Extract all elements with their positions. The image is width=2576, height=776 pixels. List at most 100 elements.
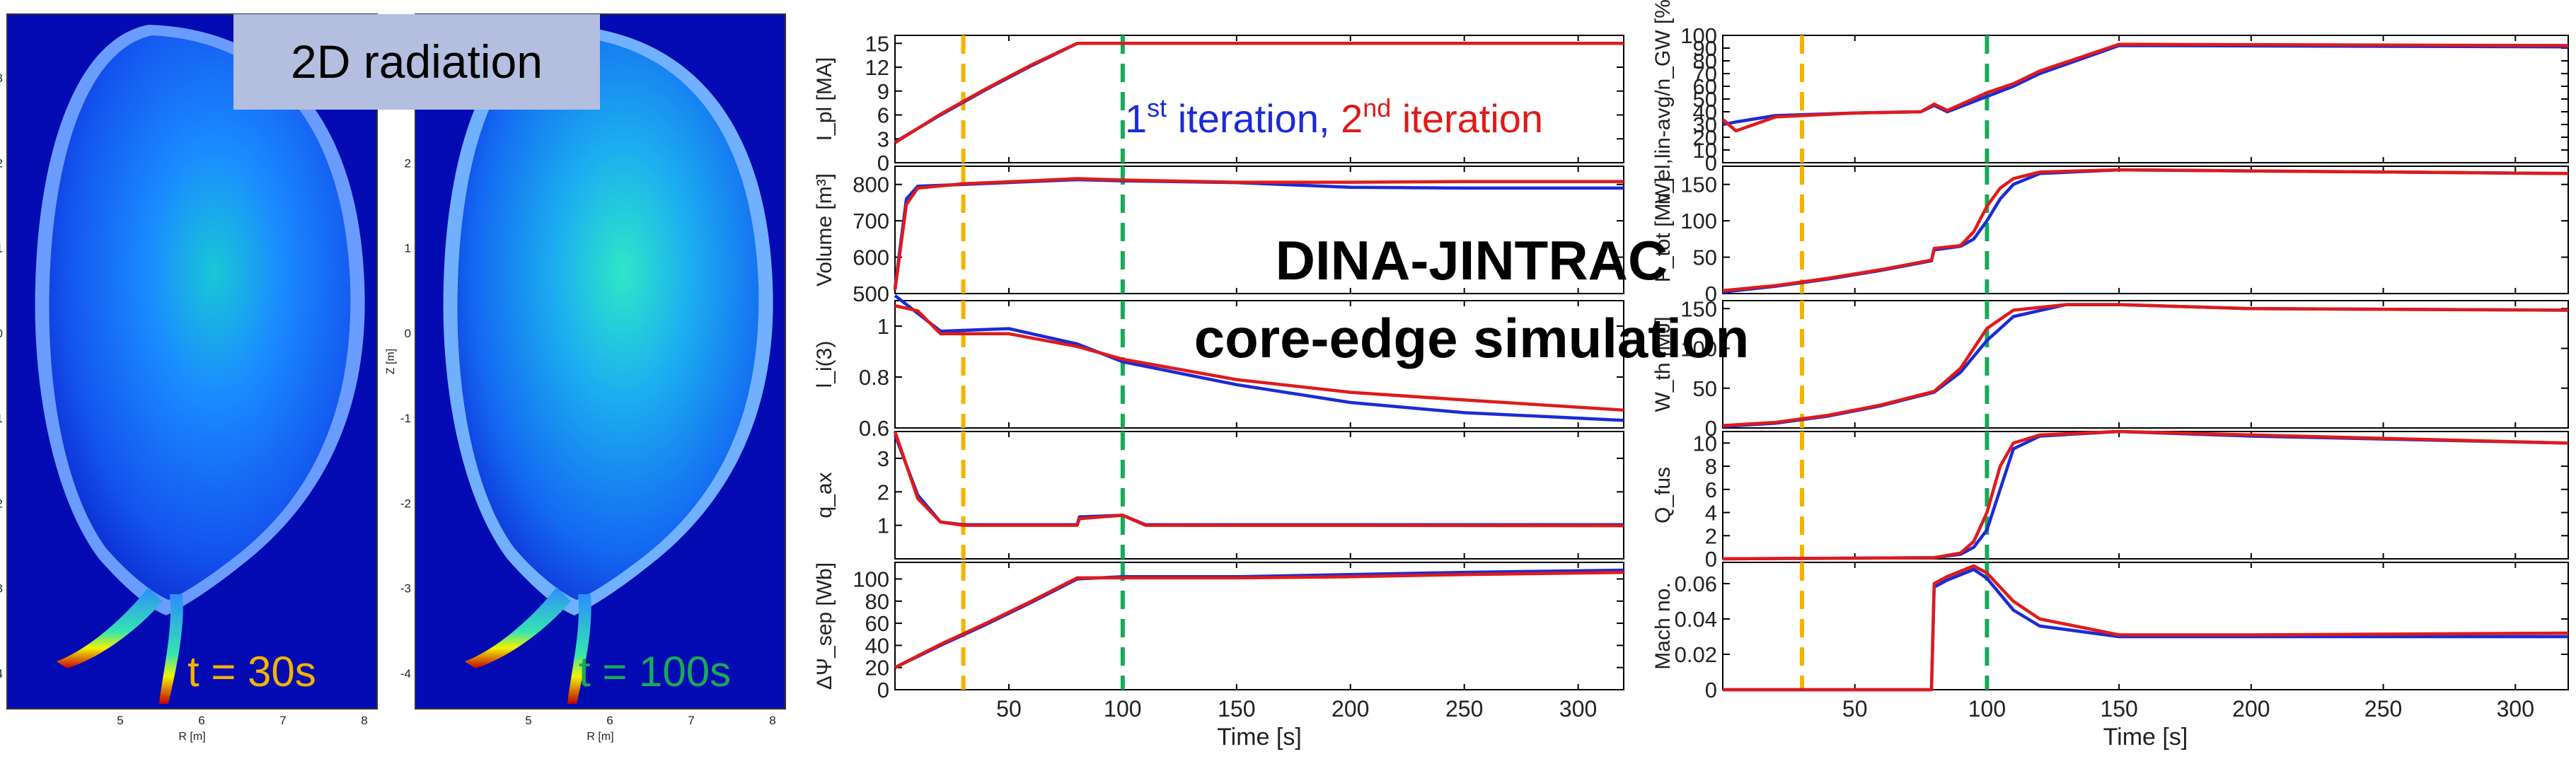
headline-line-1: DINA-JINTRAC <box>1276 229 1668 291</box>
y-tick-label: 100 <box>1680 23 1717 48</box>
y-tick-label: 100 <box>1680 337 1717 361</box>
subplot-3: 1 2 3 q_ax <box>813 431 1624 560</box>
subplot-frame <box>1722 300 2569 429</box>
y-tick-label: 2 <box>877 480 889 504</box>
y-tick-label: 150 <box>1680 296 1717 321</box>
map-xlabel: R [m] <box>178 731 205 743</box>
series-iteration-2 <box>1722 168 2569 293</box>
y-tick-label: 700 <box>853 209 889 233</box>
radiation-title-box: 2D radiation <box>233 14 600 110</box>
map-frame <box>6 13 378 710</box>
y-tick-label: 30 <box>1693 112 1717 137</box>
subplot-1: 500 600 700 800 Volume [m³] <box>813 166 1624 306</box>
map-xlabel: R [m] <box>587 731 613 743</box>
x-tick-label: 150 <box>2100 696 2137 722</box>
y-tick-label: 20 <box>1693 125 1717 150</box>
y-axis-label: Q_fus <box>1651 467 1675 523</box>
time-label-100s: t = 100s <box>579 648 731 695</box>
y-tick-label: 3 <box>877 446 889 471</box>
series-iteration-2 <box>894 304 1624 412</box>
x-tick-label: 200 <box>2232 696 2270 722</box>
map-xtick-label: 7 <box>279 714 286 727</box>
subplot-2: 0.6 0.8 1 l_i(3) <box>813 294 1624 441</box>
y-tick-label: 0 <box>1705 678 1717 702</box>
series-iteration-2 <box>893 431 1624 528</box>
y-tick-label: 20 <box>865 656 889 681</box>
subplot-frame <box>894 300 1624 429</box>
subplot-frame <box>894 35 1624 163</box>
y-tick-label: 0.8 <box>859 365 889 390</box>
map-frame <box>415 13 786 710</box>
y-tick-label: 50 <box>1693 376 1717 401</box>
y-tick-label: 3 <box>877 127 889 151</box>
y-tick-label: 0.04 <box>1675 607 1717 632</box>
map-ytick-label: -4 <box>400 667 411 681</box>
y-tick-label: 90 <box>1693 36 1717 61</box>
map-xtick-label: 8 <box>769 714 775 727</box>
y-tick-label: 60 <box>1693 74 1717 99</box>
series-iteration-2 <box>1721 42 2569 133</box>
x-tick-label: 300 <box>2497 696 2534 722</box>
y-tick-label: 40 <box>1693 100 1717 124</box>
y-tick-label: 70 <box>1693 62 1717 86</box>
x-axis-label: Time [s] <box>1217 724 1302 751</box>
y-tick-label: 8 <box>1705 454 1717 479</box>
subplot-0: 0102030405060708090100n_el,lin-avg/n_GW … <box>1651 0 2569 204</box>
map-ytick-label: -3 <box>400 582 411 596</box>
y-tick-label: 600 <box>853 245 889 270</box>
subplot-frame <box>894 431 1624 560</box>
y-tick-label: 0.06 <box>1675 572 1717 596</box>
y-axis-label: ΔΨ_sep [Wb] <box>813 562 836 690</box>
map-xtick-label: 6 <box>198 714 204 727</box>
x-tick-label: 150 <box>1218 696 1255 722</box>
subplot-frame <box>1722 562 2569 690</box>
map-ytick-label: -1 <box>0 412 3 425</box>
iteration-legend: 1st iteration, 2nd iteration <box>1125 93 1543 141</box>
x-tick-label: 250 <box>1445 696 1483 722</box>
y-tick-label: 50 <box>1693 87 1717 112</box>
map-ylabel: Z [m] <box>385 349 397 374</box>
x-axis-label: Time [s] <box>2103 724 2188 751</box>
x-tick-label: 200 <box>1332 696 1369 722</box>
y-axis-label: l_i(3) <box>813 341 836 388</box>
subplot-frame <box>894 562 1624 690</box>
iteration-2-label: 2nd iteration <box>1330 93 1544 141</box>
series-iteration-2 <box>894 570 1624 669</box>
x-tick-label: 100 <box>1968 696 2006 722</box>
map-ytick-label: -1 <box>400 412 411 425</box>
plasma-core <box>457 35 759 600</box>
map-xtick-label: 7 <box>688 714 694 727</box>
x-tick-label: 100 <box>1104 696 1141 722</box>
x-tick-label: 300 <box>1559 696 1597 722</box>
map-xtick-label: 6 <box>606 714 613 727</box>
series-iteration-2 <box>1722 429 2569 561</box>
divertor-leg-left <box>465 587 571 668</box>
radiation-map-100s <box>415 13 786 710</box>
x-tick-label: 50 <box>1842 696 1868 722</box>
map-ytick-label: 2 <box>405 156 411 170</box>
y-tick-label: 6 <box>877 103 889 128</box>
series-iteration-2 <box>893 177 1624 291</box>
map-xtick-label: 8 <box>361 714 367 727</box>
y-tick-label: 0.02 <box>1675 642 1717 667</box>
map-ytick-label: 0 <box>0 327 3 340</box>
y-tick-label: 0 <box>1705 282 1717 306</box>
y-tick-label: 50 <box>1693 245 1717 270</box>
y-tick-label: 0 <box>877 151 889 175</box>
subplot-frame <box>1722 431 2569 560</box>
radiation-title: 2D radiation <box>291 35 543 88</box>
map-ytick-label: -2 <box>0 497 3 510</box>
y-tick-label: 0 <box>877 678 889 702</box>
y-tick-label: 80 <box>1693 49 1717 74</box>
subplot-frame <box>1722 35 2569 163</box>
divertor-leg-right <box>567 594 591 704</box>
y-tick-label: 15 <box>865 31 889 56</box>
